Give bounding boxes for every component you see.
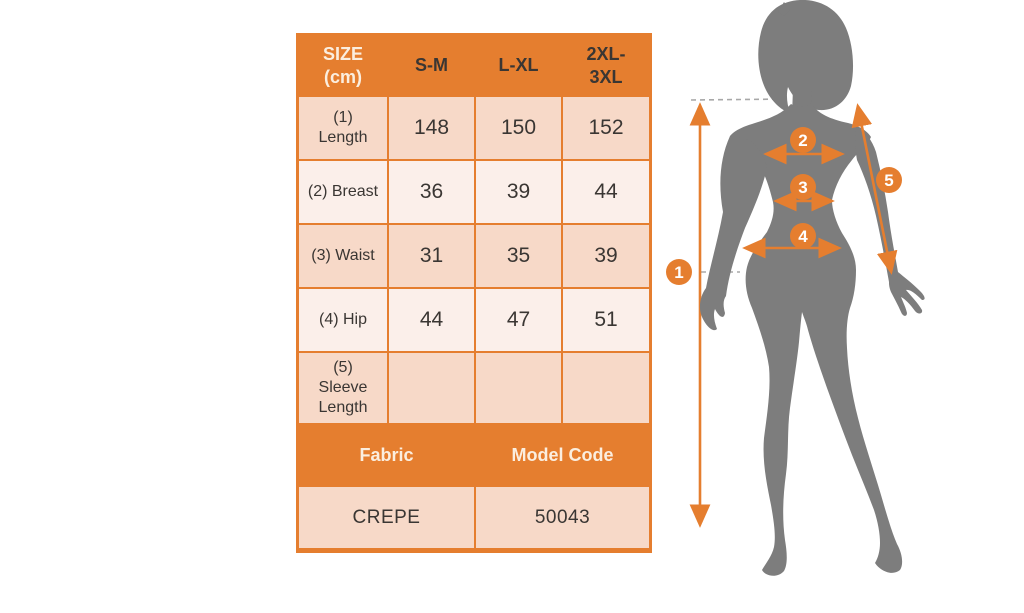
size-table: SIZE (cm) S-M L-XL 2XL- 3XL (1) Length 1… bbox=[296, 33, 652, 553]
badge-3-number: 3 bbox=[798, 178, 807, 197]
woman-silhouette bbox=[699, 0, 925, 576]
row-breast-value-sm: 36 bbox=[389, 161, 474, 223]
row-waist-label: (3) Waist bbox=[299, 225, 387, 287]
hair-notch bbox=[778, 2, 790, 16]
badge-4-number: 4 bbox=[798, 227, 808, 246]
row-hip-value-2xl: 51 bbox=[563, 289, 649, 351]
row-hip-value-lxl: 47 bbox=[476, 289, 561, 351]
row-hip-label: (4) Hip bbox=[299, 289, 387, 351]
badge-3: 3 bbox=[790, 174, 816, 200]
row-sleeve-value-2xl bbox=[563, 353, 649, 423]
size-table-header-2xl-3xl: 2XL- 3XL bbox=[563, 36, 649, 95]
row-sleeve-label: (5) Sleeve Length bbox=[299, 353, 387, 423]
size-table-header-s-m: S-M bbox=[389, 36, 474, 95]
measurement-figure: 1 2 3 4 5 bbox=[660, 0, 1024, 613]
badge-4: 4 bbox=[790, 223, 816, 249]
fabric-header: Fabric bbox=[299, 425, 474, 485]
sleeve-measure-arrow bbox=[851, 103, 898, 275]
badge-1: 1 bbox=[666, 259, 692, 285]
badge-2-number: 2 bbox=[798, 131, 807, 150]
row-length-value-sm: 148 bbox=[389, 97, 474, 159]
model-code-header: Model Code bbox=[476, 425, 649, 485]
model-code-value: 50043 bbox=[476, 487, 649, 548]
row-sleeve-value-sm bbox=[389, 353, 474, 423]
size-table-header-size-cm: SIZE (cm) bbox=[299, 36, 387, 95]
badge-5-number: 5 bbox=[884, 171, 893, 190]
row-breast-value-lxl: 39 bbox=[476, 161, 561, 223]
badge-3-circle bbox=[790, 174, 816, 200]
silhouette-right-arm bbox=[855, 127, 925, 316]
row-waist-value-sm: 31 bbox=[389, 225, 474, 287]
badge-4-circle bbox=[790, 223, 816, 249]
badge-1-number: 1 bbox=[674, 263, 683, 282]
row-breast-value-2xl: 44 bbox=[563, 161, 649, 223]
silhouette-head bbox=[758, 0, 854, 113]
row-waist-value-2xl: 39 bbox=[563, 225, 649, 287]
row-waist-value-lxl: 35 bbox=[476, 225, 561, 287]
row-length-label: (1) Length bbox=[299, 97, 387, 159]
badge-5: 5 bbox=[876, 167, 902, 193]
row-length-value-2xl: 152 bbox=[563, 97, 649, 159]
row-breast-label: (2) Breast bbox=[299, 161, 387, 223]
row-sleeve-value-lxl bbox=[476, 353, 561, 423]
silhouette-torso-legs bbox=[730, 103, 903, 576]
row-hip-value-sm: 44 bbox=[389, 289, 474, 351]
badge-2: 2 bbox=[790, 127, 816, 153]
row-length-value-lxl: 150 bbox=[476, 97, 561, 159]
badge-1-circle bbox=[666, 259, 692, 285]
badge-5-circle bbox=[876, 167, 902, 193]
badge-2-circle bbox=[790, 127, 816, 153]
size-table-header-l-xl: L-XL bbox=[476, 36, 561, 95]
fabric-value: CREPE bbox=[299, 487, 474, 548]
silhouette-left-arm bbox=[699, 136, 767, 331]
